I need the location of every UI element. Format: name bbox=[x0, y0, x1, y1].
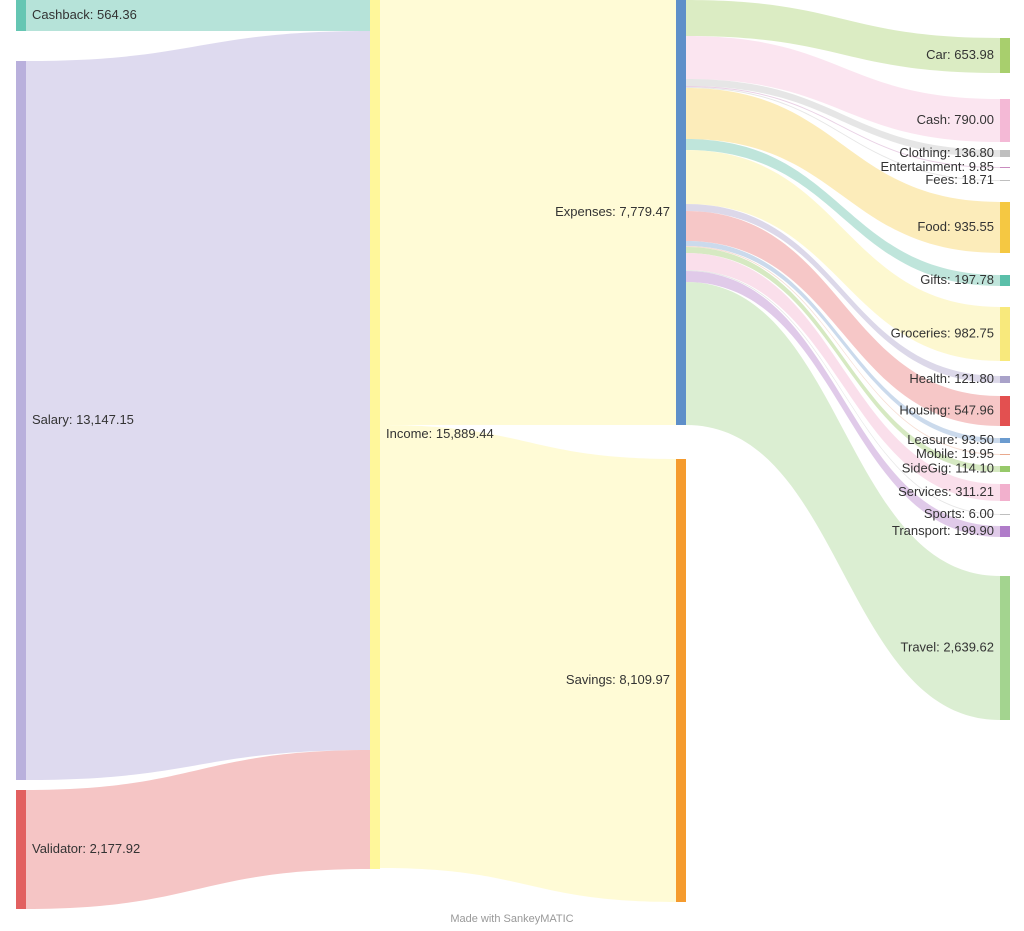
node-label: Savings: 8,109.97 bbox=[566, 672, 670, 687]
node-label: Sports: 6.00 bbox=[924, 506, 994, 521]
node-label: Salary: 13,147.15 bbox=[32, 412, 134, 427]
sankey-node bbox=[1000, 514, 1010, 515]
sankey-node bbox=[16, 790, 26, 909]
sankey-link bbox=[26, 31, 370, 780]
node-label: Health: 121.80 bbox=[909, 371, 994, 386]
node-label: Travel: 2,639.62 bbox=[901, 639, 994, 654]
sankey-diagram: Cashback: 564.36 Salary: 13,147.15 Validat… bbox=[0, 0, 1024, 931]
node-label: Fees: 18.71 bbox=[925, 172, 994, 187]
sankey-node bbox=[16, 0, 26, 31]
node-label: Expenses: 7,779.47 bbox=[555, 204, 670, 219]
node-label: Leasure: 93.50 bbox=[907, 432, 994, 447]
sankey-node bbox=[1000, 307, 1010, 361]
node-label: Services: 311.21 bbox=[898, 484, 994, 499]
node-label: SideGig: 114.10 bbox=[902, 460, 994, 475]
sankey-link bbox=[380, 425, 676, 902]
sankey-node bbox=[1000, 99, 1010, 142]
node-label: Validator: 2,177.92 bbox=[32, 841, 140, 856]
sankey-node bbox=[1000, 275, 1010, 286]
node-label: Gifts: 197.78 bbox=[920, 272, 994, 287]
sankey-node bbox=[1000, 150, 1010, 157]
node-label: Clothing: 136.80 bbox=[899, 145, 994, 160]
sankey-node bbox=[1000, 576, 1010, 720]
sankey-node bbox=[16, 61, 26, 780]
node-label: Cashback: 564.36 bbox=[32, 7, 137, 22]
sankey-node bbox=[1000, 484, 1010, 501]
node-label: Housing: 547.96 bbox=[899, 402, 994, 417]
node-label: Cash: 790.00 bbox=[917, 112, 994, 127]
sankey-node bbox=[370, 0, 380, 869]
sankey-node bbox=[1000, 454, 1010, 455]
node-label: Food: 935.55 bbox=[917, 219, 994, 234]
node-label: Car: 653.98 bbox=[926, 47, 994, 62]
sankey-node bbox=[1000, 167, 1010, 168]
footer-credit: Made with SankeyMATIC bbox=[0, 913, 1024, 925]
sankey-node bbox=[1000, 180, 1010, 181]
node-label: Income: 15,889.44 bbox=[386, 426, 494, 441]
sankey-node bbox=[1000, 38, 1010, 73]
node-label: Transport: 199.90 bbox=[892, 523, 994, 538]
sankey-node bbox=[1000, 438, 1010, 443]
sankey-node bbox=[1000, 466, 1010, 472]
sankey-node bbox=[1000, 376, 1010, 383]
sankey-node bbox=[676, 0, 686, 425]
sankey-node bbox=[1000, 202, 1010, 253]
links-layer bbox=[26, 0, 1000, 909]
sankey-node bbox=[1000, 396, 1010, 426]
sankey-node bbox=[1000, 526, 1010, 537]
sankey-node bbox=[676, 459, 686, 902]
node-label: Mobile: 19.95 bbox=[916, 446, 994, 461]
node-label: Groceries: 982.75 bbox=[891, 325, 994, 340]
